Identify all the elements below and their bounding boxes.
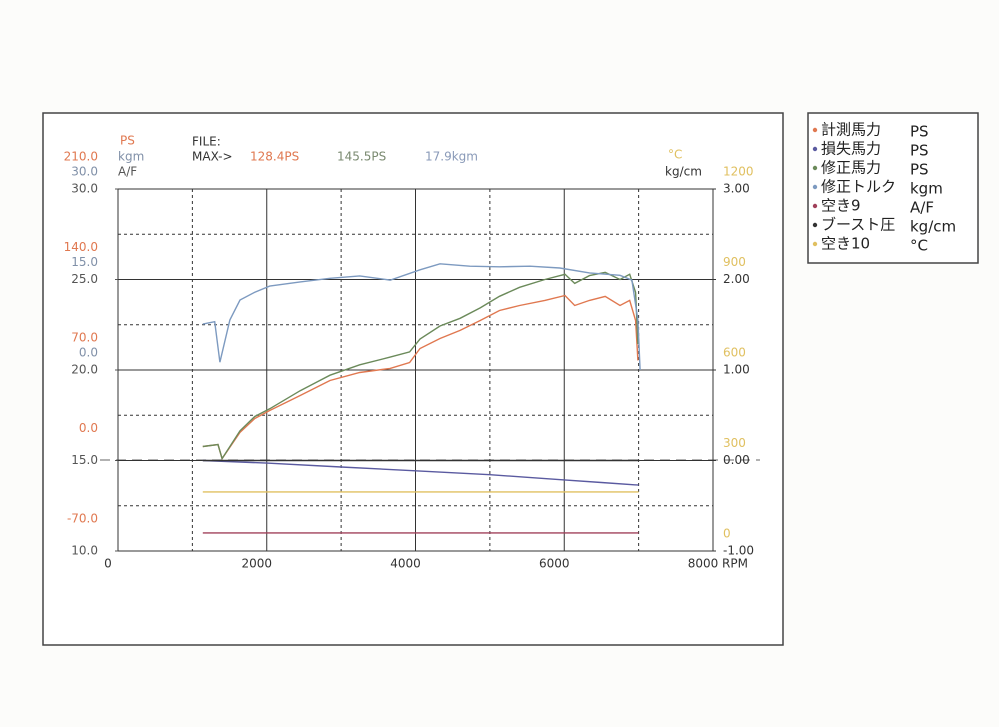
axis-unit: kgm <box>118 150 144 164</box>
y-tick-label: 15.0 <box>71 255 98 269</box>
legend-name: 損失馬力 <box>821 140 881 158</box>
axis-unit: kg/cm <box>665 165 702 179</box>
x-tick-label: 0 <box>104 557 112 571</box>
y-tick-label: 1200 <box>723 165 754 179</box>
y-tick-label: 1.00 <box>723 363 750 377</box>
y-tick-label: 0 <box>723 527 731 541</box>
y-tick-label: 210.0 <box>64 150 98 164</box>
x-tick-label: 6000 <box>539 557 570 571</box>
legend-marker <box>812 203 818 209</box>
file-label: FILE: <box>192 135 221 149</box>
legend-unit: °C <box>910 237 928 255</box>
legend-unit: kgm <box>910 180 943 198</box>
chart-frame <box>42 112 784 646</box>
y-tick-label: 140.0 <box>64 240 98 254</box>
x-tick-label: 8000 <box>688 557 719 571</box>
legend-marker <box>812 127 818 133</box>
legend-name: 計測馬力 <box>821 121 881 139</box>
series-line <box>202 294 639 461</box>
legend-unit: A/F <box>910 199 934 217</box>
legend-frame <box>807 112 979 264</box>
series-line <box>202 263 641 371</box>
legend-name: 修正馬力 <box>821 159 881 177</box>
y-tick-label: 30.0 <box>71 182 98 196</box>
y-tick-label: 70.0 <box>71 331 98 345</box>
x-tick-label: 2000 <box>241 557 272 571</box>
max-readout: 145.5PS <box>337 150 386 164</box>
y-tick-label: 0.0 <box>79 346 98 360</box>
y-tick-label: 2.00 <box>723 272 750 286</box>
max-readout: 17.9kgm <box>425 150 478 164</box>
y-tick-label: 10.0 <box>71 544 98 558</box>
y-tick-label: 0.00 <box>723 453 750 467</box>
legend-unit: kg/cm <box>910 218 956 236</box>
y-tick-label: 30.0 <box>71 165 98 179</box>
y-tick-label: 600 <box>723 346 746 360</box>
legend-name: 空き10 <box>821 235 870 253</box>
axis-unit: A/F <box>118 165 137 179</box>
legend-unit: PS <box>910 142 929 160</box>
y-tick-label: 20.0 <box>71 363 98 377</box>
series-line <box>202 459 639 486</box>
y-tick-label: 300 <box>723 436 746 450</box>
legend-marker <box>812 222 818 228</box>
y-tick-label: 900 <box>723 255 746 269</box>
y-tick-label: 25.0 <box>71 272 98 286</box>
axis-unit: PS <box>120 134 135 148</box>
max-readout: 128.4PS <box>250 150 299 164</box>
axis-unit: °C <box>668 148 682 162</box>
series-line <box>202 271 639 461</box>
y-tick-label: -70.0 <box>67 512 98 526</box>
legend-marker <box>812 241 818 247</box>
y-tick-label: -1.00 <box>723 544 754 558</box>
legend-unit: PS <box>910 161 929 179</box>
legend-marker <box>812 146 818 152</box>
y-tick-label: 3.00 <box>723 182 750 196</box>
legend-marker <box>812 184 818 190</box>
y-tick-label: 15.0 <box>71 453 98 467</box>
x-tick-label: 4000 <box>390 557 421 571</box>
legend-marker <box>812 165 818 171</box>
legend-name: 空き9 <box>821 197 861 215</box>
x-axis-label: RPM <box>722 557 748 571</box>
y-tick-label: 0.0 <box>79 421 98 435</box>
legend-unit: PS <box>910 123 929 141</box>
legend-name: 修正トルク <box>821 178 896 196</box>
max-label: MAX-> <box>192 150 233 164</box>
legend-name: ブースト圧 <box>821 216 895 234</box>
